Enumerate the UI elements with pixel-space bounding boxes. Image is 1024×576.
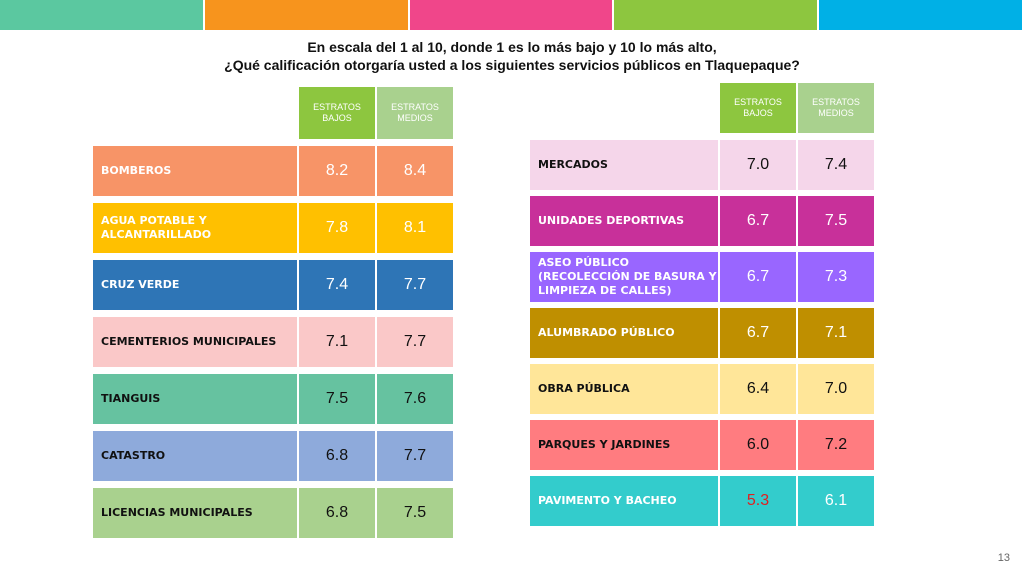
service-label: ALUMBRADO PÚBLICO: [530, 308, 718, 358]
service-label: MERCADOS: [530, 140, 718, 190]
value-estratos-bajos: 6.0: [720, 420, 796, 470]
value-estratos-bajos: 7.8: [299, 203, 375, 253]
value-estratos-medios: 7.2: [798, 420, 874, 470]
value-estratos-bajos: 8.2: [299, 146, 375, 196]
top-color-bar: [0, 0, 1024, 30]
top-bar-segment: [409, 0, 613, 30]
value-estratos-bajos: 7.0: [720, 140, 796, 190]
service-label: PARQUES Y JARDINES: [530, 420, 718, 470]
service-label: UNIDADES DEPORTIVAS: [530, 196, 718, 246]
value-estratos-medios: 8.4: [377, 146, 453, 196]
value-estratos-medios: 7.7: [377, 317, 453, 367]
service-label: AGUA POTABLE Y ALCANTARILLADO: [93, 203, 297, 253]
value-estratos-medios: 7.7: [377, 260, 453, 310]
service-label: PAVIMENTO Y BACHEO: [530, 476, 718, 526]
service-label: CEMENTERIOS MUNICIPALES: [93, 317, 297, 367]
value-estratos-bajos: 6.8: [299, 488, 375, 538]
value-estratos-bajos: 7.1: [299, 317, 375, 367]
chart-title: En escala del 1 al 10, donde 1 es lo más…: [0, 38, 1024, 74]
service-label: ASEO PÚBLICO (RECOLECCIÓN DE BASURA Y LI…: [530, 252, 718, 302]
value-estratos-bajos: 5.3: [720, 476, 796, 526]
top-bar-segment: [614, 0, 818, 30]
value-estratos-bajos: 6.7: [720, 252, 796, 302]
service-label: CRUZ VERDE: [93, 260, 297, 310]
value-estratos-medios: 7.7: [377, 431, 453, 481]
service-label: OBRA PÚBLICA: [530, 364, 718, 414]
value-estratos-medios: 7.0: [798, 364, 874, 414]
title-line-2: ¿Qué calificación otorgaría usted a los …: [224, 57, 800, 73]
top-bar-segment: [819, 0, 1022, 30]
value-estratos-medios: 8.1: [377, 203, 453, 253]
service-label: BOMBEROS: [93, 146, 297, 196]
service-label: CATASTRO: [93, 431, 297, 481]
value-estratos-medios: 7.5: [798, 196, 874, 246]
value-estratos-medios: 7.4: [798, 140, 874, 190]
title-line-1: En escala del 1 al 10, donde 1 es lo más…: [307, 39, 717, 55]
value-estratos-bajos: 7.5: [299, 374, 375, 424]
header-estratos-bajos: ESTRATOS BAJOS: [720, 83, 796, 133]
header-estratos-medios: ESTRATOS MEDIOS: [377, 87, 453, 139]
value-estratos-medios: 7.5: [377, 488, 453, 538]
top-bar-segment: [204, 0, 408, 30]
value-estratos-bajos: 6.8: [299, 431, 375, 481]
value-estratos-medios: 7.3: [798, 252, 874, 302]
value-estratos-bajos: 6.7: [720, 196, 796, 246]
service-label: TIANGUIS: [93, 374, 297, 424]
header-estratos-bajos: ESTRATOS BAJOS: [299, 87, 375, 139]
service-label: LICENCIAS MUNICIPALES: [93, 488, 297, 538]
value-estratos-bajos: 6.7: [720, 308, 796, 358]
page-number: 13: [997, 552, 1010, 564]
value-estratos-bajos: 6.4: [720, 364, 796, 414]
top-bar-segment: [0, 0, 203, 30]
value-estratos-medios: 6.1: [798, 476, 874, 526]
value-estratos-bajos: 7.4: [299, 260, 375, 310]
value-estratos-medios: 7.1: [798, 308, 874, 358]
header-estratos-medios: ESTRATOS MEDIOS: [798, 83, 874, 133]
value-estratos-medios: 7.6: [377, 374, 453, 424]
